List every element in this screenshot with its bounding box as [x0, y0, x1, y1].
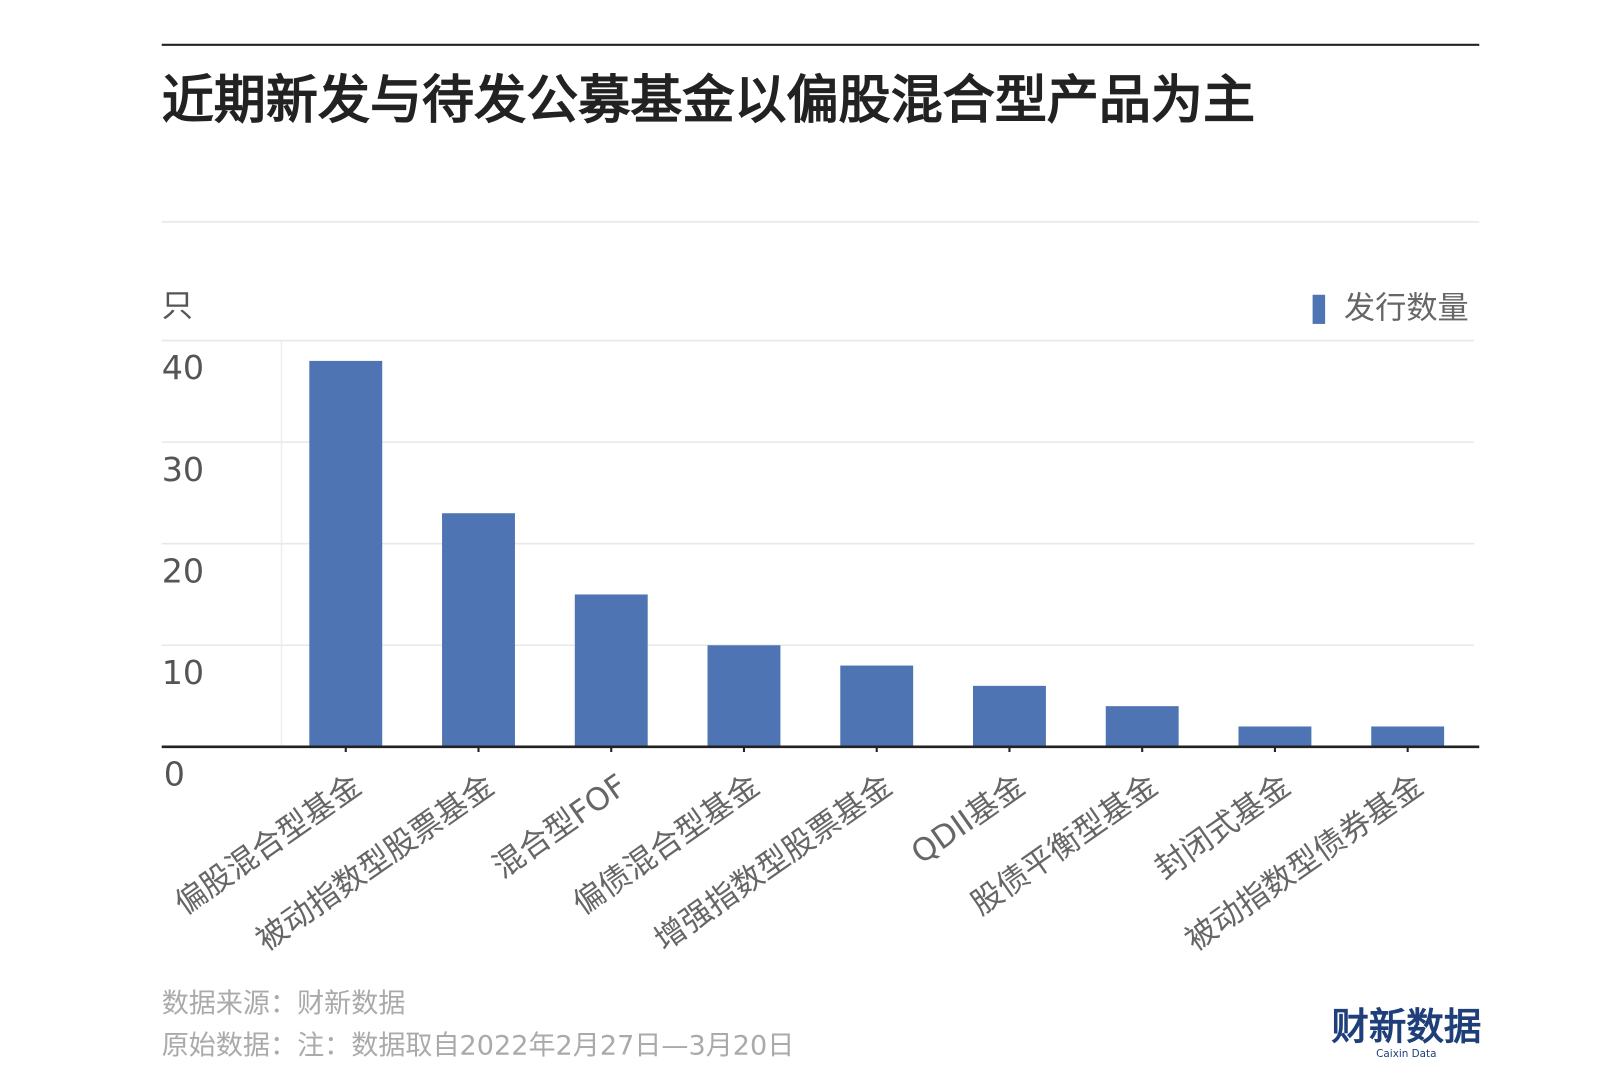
bar — [1105, 706, 1179, 747]
y-tick-label: 20 — [162, 551, 204, 590]
bar — [840, 665, 914, 747]
legend-swatch — [1312, 294, 1326, 324]
bar — [707, 645, 781, 747]
y-axis-label: 只 — [162, 288, 193, 324]
bar — [973, 685, 1046, 747]
bar — [1238, 726, 1312, 747]
bar — [1371, 726, 1445, 747]
logo: 财新数据 — [1331, 1005, 1481, 1049]
y-tick-label: 30 — [162, 450, 204, 489]
chart-title: 近期新发与待发公募基金以偏股混合型产品为主 — [162, 71, 1255, 131]
y-tick-label: 0 — [164, 754, 185, 793]
y-tick-label: 10 — [162, 653, 204, 692]
y-tick-label: 40 — [162, 348, 204, 387]
note: 原始数据：注：数据取自2022年2月27日—3月20日 — [162, 1030, 795, 1061]
bar — [309, 360, 383, 747]
legend-label: 发行数量 — [1344, 290, 1469, 326]
bar — [574, 594, 648, 747]
bar — [442, 513, 515, 747]
source: 数据来源：财新数据 — [162, 989, 406, 1020]
logo-sub: Caixin Data — [1376, 1048, 1436, 1060]
